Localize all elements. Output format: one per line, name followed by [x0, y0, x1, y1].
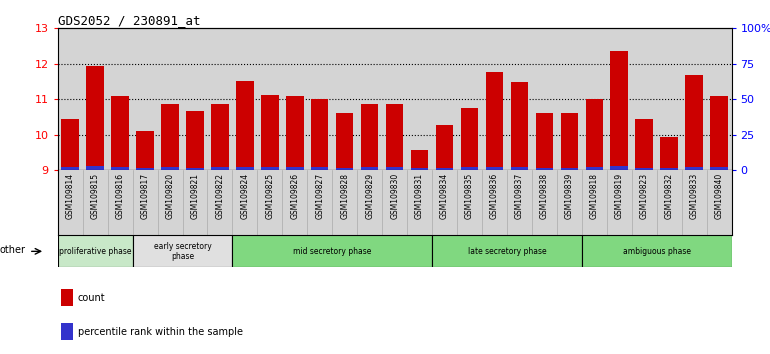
- Bar: [161, 167, 179, 170]
- Bar: [611, 51, 628, 170]
- Bar: [186, 111, 204, 170]
- Bar: [685, 75, 703, 170]
- Text: GSM109823: GSM109823: [640, 173, 648, 219]
- Bar: [261, 167, 279, 170]
- Bar: [161, 104, 179, 170]
- Bar: [336, 168, 353, 170]
- Text: GSM109824: GSM109824: [240, 173, 249, 219]
- Bar: [62, 167, 79, 170]
- Text: GSM109836: GSM109836: [490, 173, 499, 219]
- Text: GDS2052 / 230891_at: GDS2052 / 230891_at: [58, 14, 200, 27]
- Bar: [585, 99, 603, 170]
- Text: GSM109835: GSM109835: [465, 173, 474, 219]
- Text: GSM109837: GSM109837: [515, 173, 524, 219]
- Text: GSM109817: GSM109817: [141, 173, 149, 219]
- Bar: [635, 119, 653, 170]
- Bar: [211, 104, 229, 170]
- Bar: [112, 167, 129, 170]
- Bar: [361, 167, 378, 170]
- Bar: [233, 235, 432, 267]
- Bar: [411, 150, 428, 170]
- Bar: [561, 168, 578, 170]
- Text: GSM109840: GSM109840: [715, 173, 724, 219]
- Text: GSM109826: GSM109826: [290, 173, 300, 219]
- Bar: [86, 166, 104, 170]
- Bar: [582, 235, 732, 267]
- Bar: [511, 167, 528, 170]
- Bar: [311, 99, 329, 170]
- Bar: [536, 168, 553, 170]
- Bar: [511, 82, 528, 170]
- Text: ambiguous phase: ambiguous phase: [623, 247, 691, 256]
- Text: early secretory
phase: early secretory phase: [154, 242, 212, 261]
- Bar: [361, 104, 378, 170]
- Bar: [460, 108, 478, 170]
- Text: GSM109838: GSM109838: [540, 173, 549, 219]
- Text: GSM109825: GSM109825: [266, 173, 274, 219]
- Bar: [211, 167, 229, 170]
- Text: GSM109820: GSM109820: [166, 173, 175, 219]
- Bar: [112, 96, 129, 170]
- Text: GSM109819: GSM109819: [614, 173, 624, 219]
- Bar: [61, 323, 73, 340]
- Bar: [286, 167, 303, 170]
- Text: percentile rank within the sample: percentile rank within the sample: [78, 327, 243, 337]
- Bar: [661, 169, 678, 170]
- Bar: [585, 167, 603, 170]
- Text: GSM109833: GSM109833: [690, 173, 698, 219]
- Text: GSM109832: GSM109832: [665, 173, 674, 219]
- Bar: [236, 81, 253, 170]
- Bar: [186, 168, 204, 170]
- Bar: [436, 168, 454, 170]
- Text: late secretory phase: late secretory phase: [467, 247, 546, 256]
- Text: count: count: [78, 293, 105, 303]
- Bar: [311, 167, 329, 170]
- Bar: [436, 125, 454, 170]
- Bar: [710, 167, 728, 170]
- Text: mid secretory phase: mid secretory phase: [293, 247, 371, 256]
- Bar: [432, 235, 582, 267]
- Text: GSM109828: GSM109828: [340, 173, 350, 219]
- Text: other: other: [0, 245, 26, 255]
- Bar: [460, 167, 478, 170]
- Bar: [336, 113, 353, 170]
- Bar: [486, 72, 503, 170]
- Bar: [58, 235, 132, 267]
- Text: proliferative phase: proliferative phase: [59, 247, 132, 256]
- Text: GSM109822: GSM109822: [216, 173, 224, 219]
- Bar: [136, 131, 154, 170]
- Text: GSM109831: GSM109831: [415, 173, 424, 219]
- Bar: [86, 66, 104, 170]
- Text: GSM109818: GSM109818: [590, 173, 599, 219]
- Bar: [486, 167, 503, 170]
- Bar: [132, 235, 233, 267]
- Text: GSM109830: GSM109830: [390, 173, 399, 219]
- Bar: [386, 104, 403, 170]
- Bar: [411, 169, 428, 170]
- Text: GSM109815: GSM109815: [91, 173, 99, 219]
- Bar: [536, 113, 553, 170]
- Text: GSM109829: GSM109829: [365, 173, 374, 219]
- Bar: [661, 137, 678, 170]
- Text: GSM109839: GSM109839: [565, 173, 574, 219]
- Bar: [561, 113, 578, 170]
- Bar: [62, 119, 79, 170]
- Bar: [136, 168, 154, 170]
- Text: GSM109834: GSM109834: [440, 173, 449, 219]
- Bar: [685, 167, 703, 170]
- Bar: [611, 166, 628, 170]
- Bar: [286, 96, 303, 170]
- Text: GSM109821: GSM109821: [190, 173, 199, 219]
- Text: GSM109814: GSM109814: [65, 173, 75, 219]
- Text: GSM109816: GSM109816: [116, 173, 125, 219]
- Bar: [61, 289, 73, 306]
- Bar: [261, 95, 279, 170]
- Bar: [386, 167, 403, 170]
- Text: GSM109827: GSM109827: [315, 173, 324, 219]
- Bar: [710, 96, 728, 170]
- Bar: [236, 167, 253, 170]
- Bar: [635, 168, 653, 170]
